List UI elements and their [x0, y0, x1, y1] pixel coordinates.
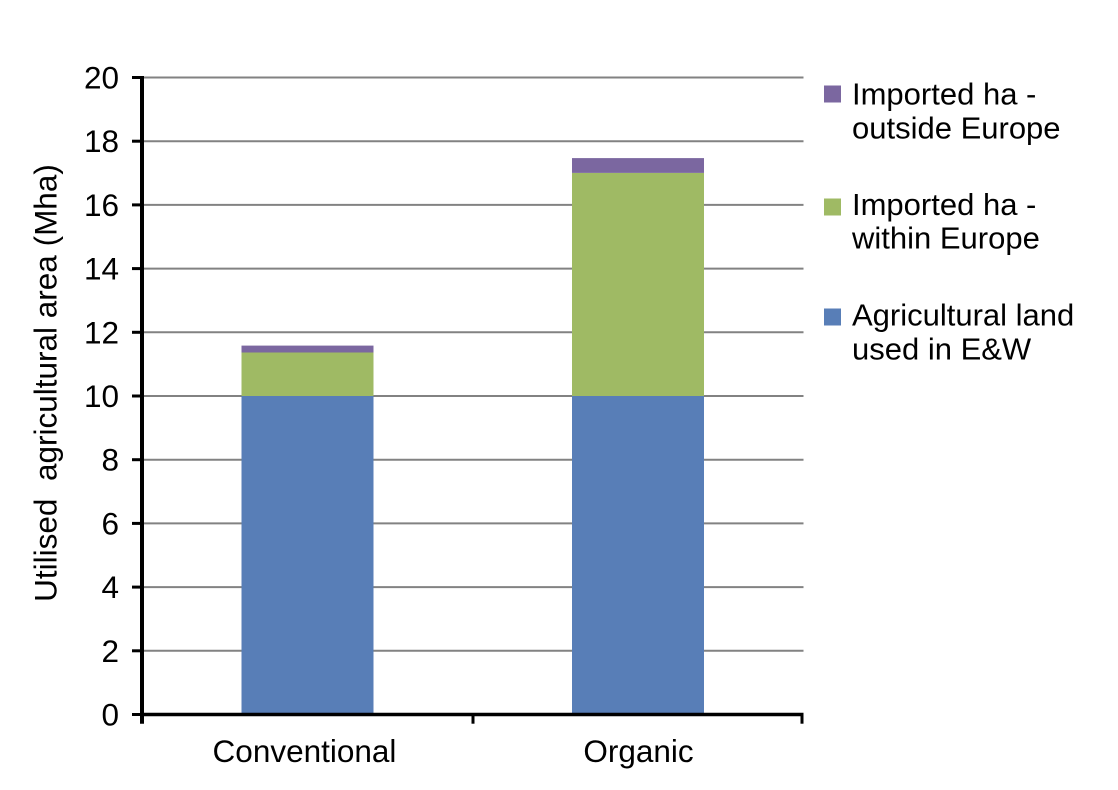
svg-text:20: 20 [84, 60, 119, 96]
svg-text:8: 8 [101, 442, 119, 478]
svg-text:10: 10 [84, 378, 119, 414]
svg-text:Organic: Organic [583, 733, 693, 769]
svg-text:14: 14 [84, 251, 119, 287]
svg-text:12: 12 [84, 314, 119, 350]
svg-text:0: 0 [101, 697, 119, 733]
svg-text:Conventional: Conventional [213, 733, 397, 769]
svg-text:2: 2 [101, 633, 119, 669]
svg-text:16: 16 [84, 187, 119, 223]
svg-text:Imported ha -: Imported ha - [852, 187, 1036, 222]
svg-text:Agricultural land: Agricultural land [852, 298, 1074, 333]
svg-text:within Europe: within Europe [851, 221, 1040, 256]
svg-text:outside Europe: outside Europe [852, 110, 1061, 145]
svg-text:18: 18 [84, 123, 119, 159]
svg-text:6: 6 [101, 505, 119, 541]
svg-text:4: 4 [101, 569, 119, 605]
svg-text:Utilised agricultural area (M: Utilised agricultural area (Mha) [28, 164, 64, 602]
svg-text:used in E&W: used in E&W [852, 331, 1032, 366]
svg-text:Imported ha -: Imported ha - [852, 77, 1036, 112]
